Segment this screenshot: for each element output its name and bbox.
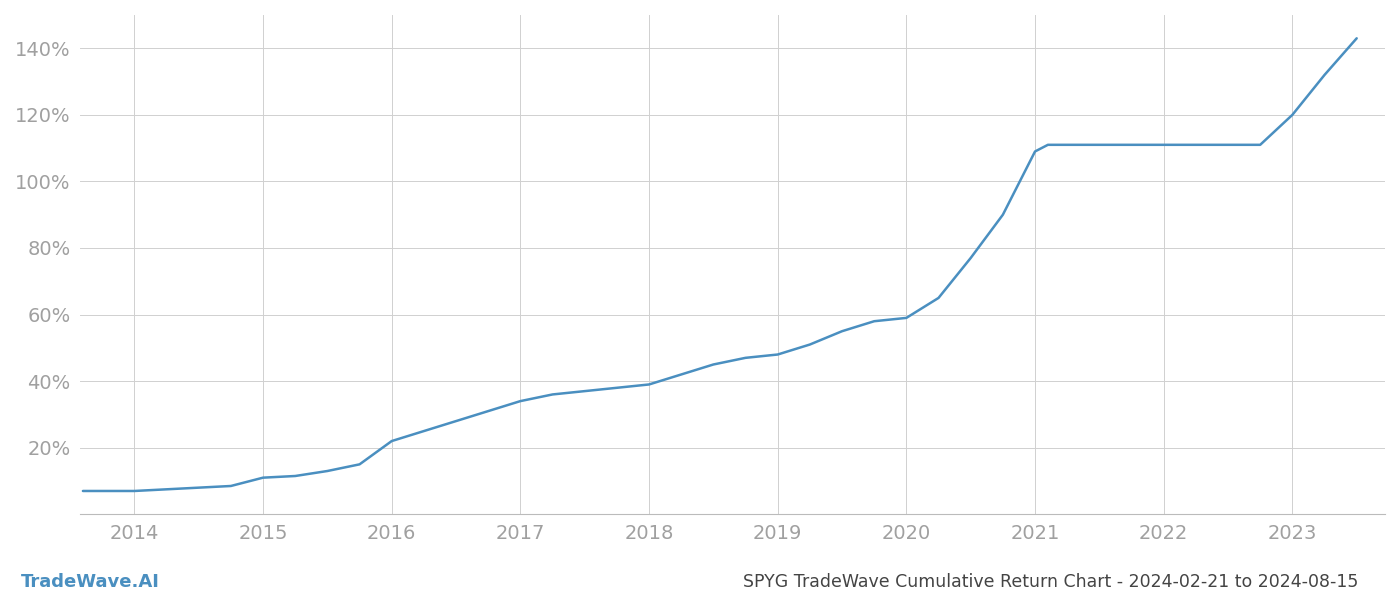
Text: SPYG TradeWave Cumulative Return Chart - 2024-02-21 to 2024-08-15: SPYG TradeWave Cumulative Return Chart -… [742,573,1358,591]
Text: TradeWave.AI: TradeWave.AI [21,573,160,591]
